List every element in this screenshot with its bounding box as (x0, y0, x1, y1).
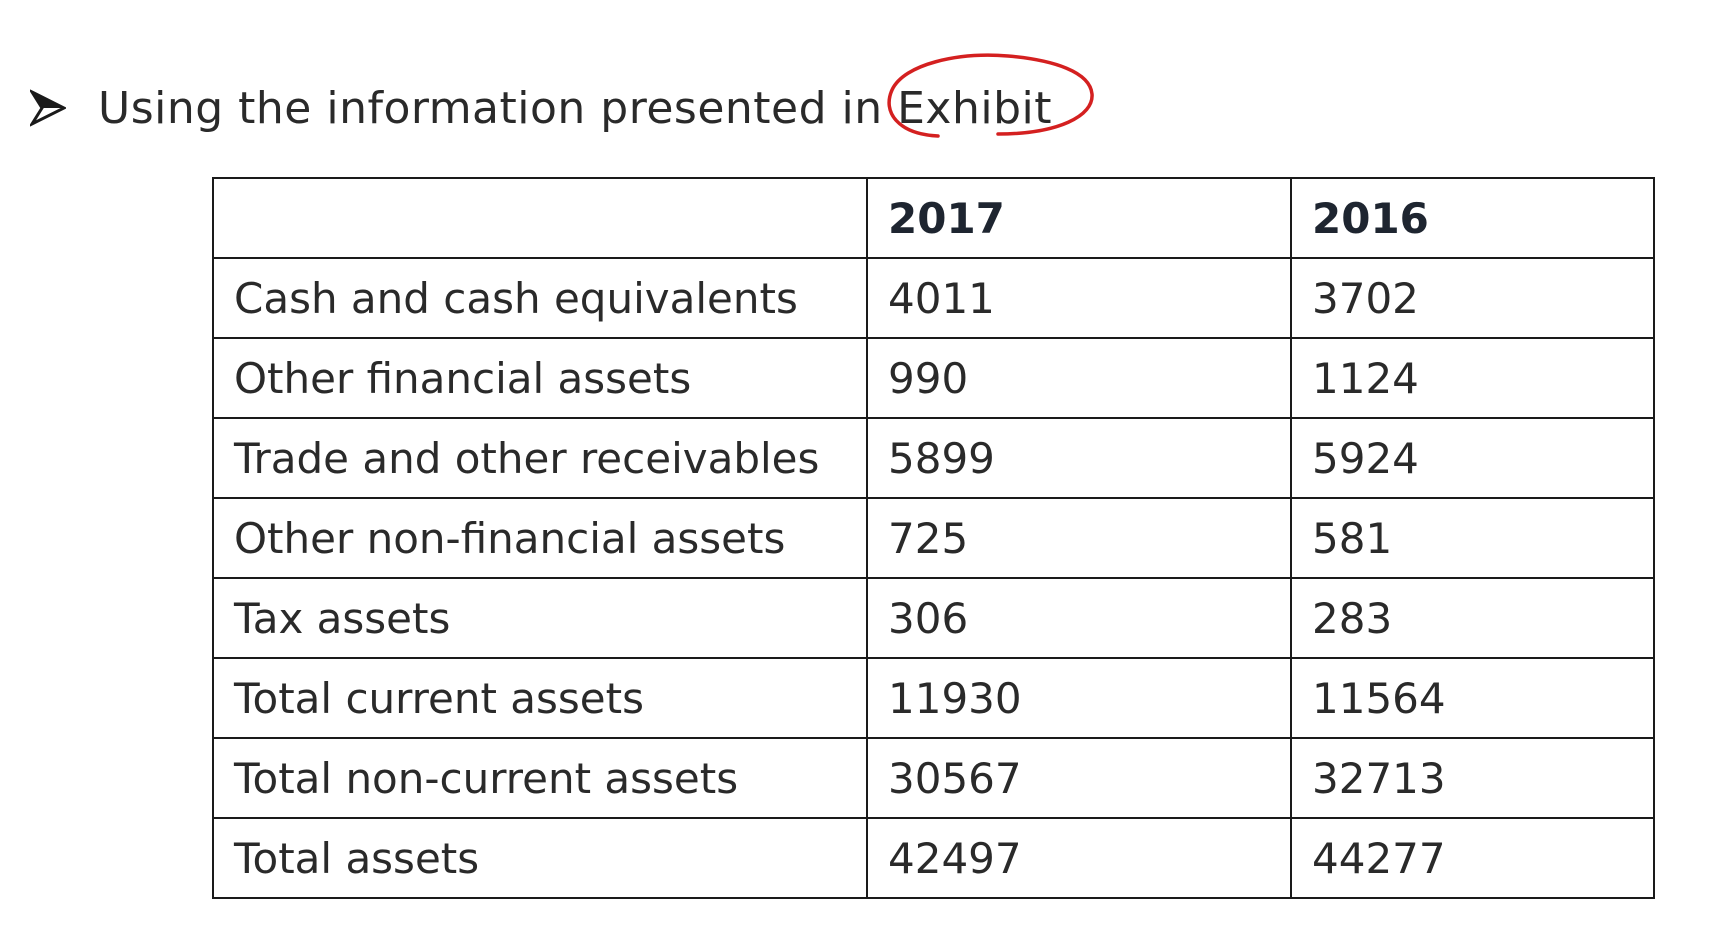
table-row: Other non-financial assets 725 581 (212, 497, 1655, 579)
table-row: Tax assets 306 283 (212, 577, 1655, 659)
value-2016: 581 (1290, 497, 1655, 579)
value-2017: 11930 (866, 657, 1292, 739)
financial-assets-table: 2017 2016 Cash and cash equivalents 4011… (212, 177, 1655, 899)
table-row: Total current assets 11930 11564 (212, 657, 1655, 739)
value-2016: 5924 (1290, 417, 1655, 499)
row-label: Other non-financial assets (212, 497, 868, 579)
value-2016: 1124 (1290, 337, 1655, 419)
arrowhead-bullet-icon (30, 89, 66, 127)
header-cell-label (212, 177, 868, 259)
row-label: Tax assets (212, 577, 868, 659)
value-2017: 5899 (866, 417, 1292, 499)
header-cell-2017: 2017 (866, 177, 1292, 259)
value-2017: 725 (866, 497, 1292, 579)
value-2016: 44277 (1290, 817, 1655, 899)
table-row: Cash and cash equivalents 4011 3702 (212, 257, 1655, 339)
table-row: Total assets 42497 44277 (212, 817, 1655, 899)
header-cell-2016: 2016 (1290, 177, 1655, 259)
value-2016: 11564 (1290, 657, 1655, 739)
row-label: Total assets (212, 817, 868, 899)
value-2017: 4011 (866, 257, 1292, 339)
value-2016: 32713 (1290, 737, 1655, 819)
row-label: Other financial assets (212, 337, 868, 419)
value-2017: 42497 (866, 817, 1292, 899)
row-label: Total non-current assets (212, 737, 868, 819)
table-row: Other financial assets 990 1124 (212, 337, 1655, 419)
table-row: Total non-current assets 30567 32713 (212, 737, 1655, 819)
value-2016: 3702 (1290, 257, 1655, 339)
row-label: Total current assets (212, 657, 868, 739)
value-2016: 283 (1290, 577, 1655, 659)
value-2017: 30567 (866, 737, 1292, 819)
header-row: 2017 2016 (212, 177, 1655, 259)
row-label: Trade and other receivables (212, 417, 868, 499)
table-row: Trade and other receivables 5899 5924 (212, 417, 1655, 499)
value-2017: 990 (866, 337, 1292, 419)
red-ink-circle-annotation (887, 53, 1094, 138)
row-label: Cash and cash equivalents (212, 257, 868, 339)
value-2017: 306 (866, 577, 1292, 659)
